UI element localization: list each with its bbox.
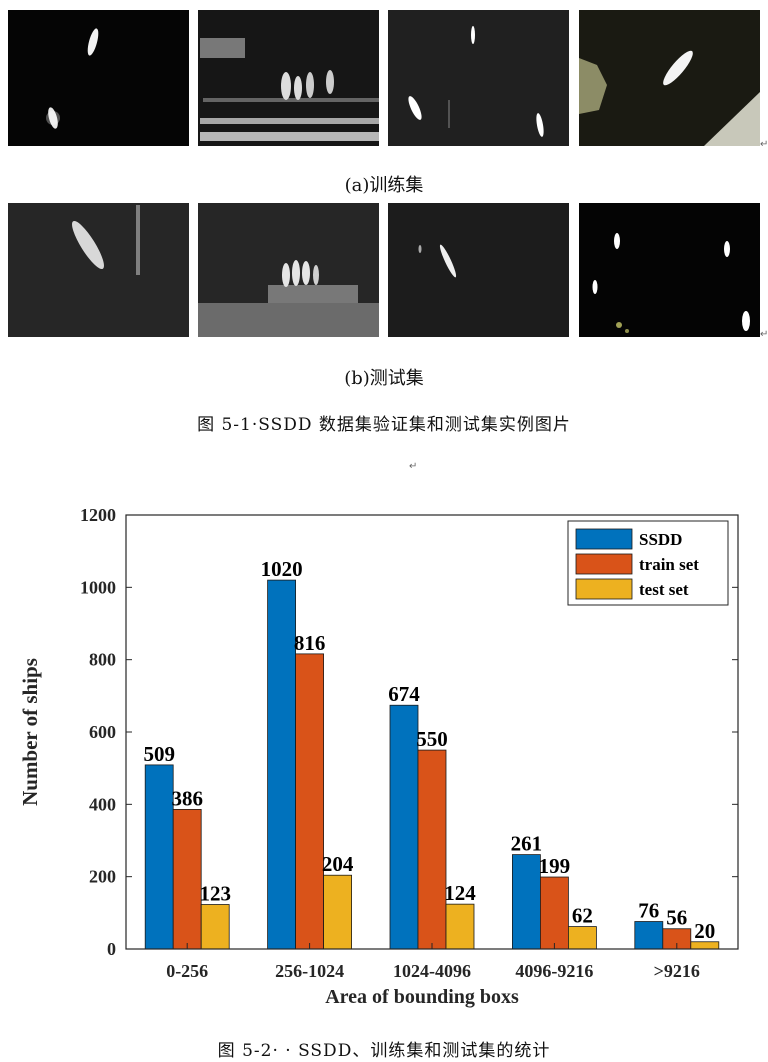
paragraph-mark-blank-line: ↵ bbox=[409, 461, 418, 472]
y-tick-label: 400 bbox=[89, 794, 116, 814]
data-label: 386 bbox=[171, 786, 203, 810]
bar bbox=[172, 808, 202, 950]
data-label: 261 bbox=[511, 832, 543, 856]
paragraph-mark-row-a: ↵ bbox=[760, 139, 768, 150]
y-tick-label: 200 bbox=[89, 867, 116, 887]
bar bbox=[200, 904, 230, 950]
data-label: 20 bbox=[694, 919, 715, 943]
y-axis-label: Number of ships bbox=[18, 658, 42, 806]
data-label: 56 bbox=[666, 906, 687, 930]
figure-5-1-caption: 图 5-1·SSDD 数据集验证集和测试集实例图片 bbox=[197, 415, 571, 435]
data-label: 204 bbox=[322, 852, 354, 876]
bar bbox=[417, 749, 447, 950]
bar bbox=[690, 941, 720, 950]
data-label: 124 bbox=[444, 881, 476, 905]
y-tick-label: 1000 bbox=[80, 577, 116, 597]
caption-train-set: (a)训练集 bbox=[344, 175, 424, 196]
train-image-3 bbox=[388, 10, 569, 146]
train-image-1 bbox=[8, 10, 189, 146]
data-label: 62 bbox=[572, 904, 593, 928]
test-image-3 bbox=[388, 203, 569, 337]
test-image-4 bbox=[579, 203, 760, 337]
data-label: 509 bbox=[143, 742, 175, 766]
legend-entry: train set bbox=[639, 555, 699, 574]
bar bbox=[389, 704, 419, 950]
bar bbox=[323, 874, 353, 950]
x-tick-label: >9216 bbox=[654, 961, 700, 981]
bar bbox=[295, 653, 325, 950]
y-tick-label: 0 bbox=[107, 939, 116, 959]
bar bbox=[267, 579, 297, 950]
bar bbox=[634, 921, 664, 950]
legend-swatch bbox=[575, 528, 633, 550]
x-tick-label: 4096-9216 bbox=[515, 961, 593, 981]
bar bbox=[540, 876, 569, 950]
x-tick-label: 0-256 bbox=[166, 961, 208, 981]
bar bbox=[568, 926, 597, 950]
data-label: 1020 bbox=[261, 557, 303, 581]
train-image-4 bbox=[579, 10, 760, 146]
paragraph-mark-row-b: ↵ bbox=[760, 329, 768, 340]
data-label: 76 bbox=[638, 899, 659, 923]
y-tick-label: 600 bbox=[89, 722, 116, 742]
bar bbox=[512, 854, 541, 950]
caption-test-set: (b)测试集 bbox=[344, 368, 424, 389]
legend-swatch bbox=[575, 553, 633, 575]
data-label: 123 bbox=[199, 882, 231, 906]
y-tick-label: 1200 bbox=[80, 505, 116, 525]
legend-swatch bbox=[575, 578, 633, 600]
data-label: 816 bbox=[294, 631, 326, 655]
data-label: 550 bbox=[416, 727, 448, 751]
axes-frame bbox=[125, 514, 739, 950]
bar bbox=[445, 903, 475, 950]
data-label: 674 bbox=[388, 682, 420, 706]
bar bbox=[144, 764, 174, 950]
figure-5-2-caption: 图 5-2· · SSDD、训练集和测试集的统计 bbox=[217, 1041, 551, 1061]
x-axis-label: Area of bounding boxs bbox=[325, 986, 519, 1008]
data-label: 199 bbox=[539, 854, 571, 878]
x-tick-label: 256-1024 bbox=[275, 961, 344, 981]
test-image-1 bbox=[8, 203, 189, 337]
y-tick-label: 800 bbox=[89, 650, 116, 670]
legend-entry: SSDD bbox=[639, 530, 682, 549]
bar-chart: 509 386 123 0-256 1020 816 204 256-1024 674 550 12… bbox=[0, 490, 768, 1020]
test-image-2 bbox=[198, 203, 379, 337]
x-tick-label: 1024-4096 bbox=[393, 961, 471, 981]
legend-entry: test set bbox=[639, 580, 689, 599]
train-image-2 bbox=[198, 10, 379, 146]
chart-canvas: 509 386 123 0-256 1020 816 204 256-1024 674 550 12… bbox=[18, 505, 739, 1008]
